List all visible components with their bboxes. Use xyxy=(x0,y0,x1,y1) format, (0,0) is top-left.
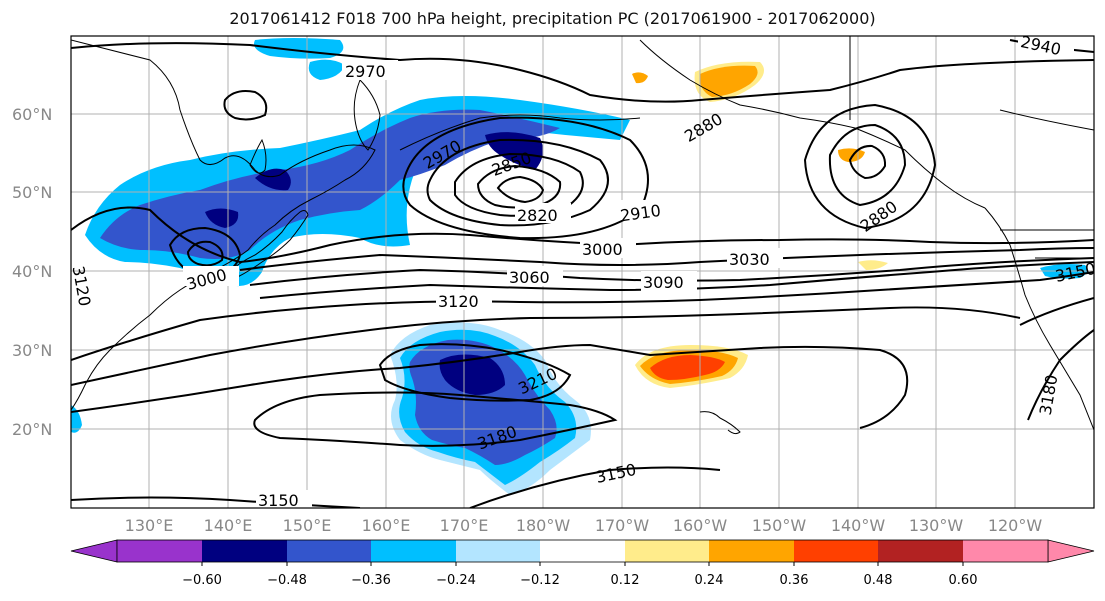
colorbar-segment-9 xyxy=(878,540,963,562)
contour-label-2970-a: 2970 xyxy=(345,62,386,81)
lon-label-140w: 140°W xyxy=(831,516,886,535)
lat-label-60: 60°N xyxy=(12,105,52,124)
contour-gulf-low-2 xyxy=(803,103,937,230)
lon-label-160e: 160°E xyxy=(362,516,411,535)
coast-hawaii xyxy=(699,411,741,435)
contour-label-3000-a: 3000 xyxy=(582,240,623,259)
contour-label-3090: 3090 xyxy=(643,273,684,292)
contour-label-3150-b: 3150 xyxy=(258,491,299,510)
colorbar-tick-1: −0.48 xyxy=(267,573,307,588)
lon-label-180w: 180°W xyxy=(516,516,571,535)
contour-gulf-low xyxy=(828,123,907,207)
lon-label-120w: 120°W xyxy=(988,516,1043,535)
colorbar-tick-7: 0.36 xyxy=(780,573,809,588)
lon-label-140e: 140°E xyxy=(204,516,253,535)
coast-japan xyxy=(224,210,309,281)
coast-kamchatka xyxy=(353,79,381,151)
colorbar-segment-10 xyxy=(963,540,1048,562)
lon-label-170e: 170°E xyxy=(440,516,489,535)
coast-aleutians xyxy=(399,114,641,151)
contour-main-low-4 xyxy=(496,175,545,204)
colorbar-segment-1 xyxy=(202,540,287,562)
contour-3180-b xyxy=(253,391,618,447)
colorbar-tick-marks xyxy=(201,562,964,566)
contour-label-3060: 3060 xyxy=(509,268,550,287)
colorbar-segment-0 xyxy=(117,540,202,562)
lon-label-130w: 130°W xyxy=(909,516,964,535)
precip-fill-negative xyxy=(71,38,1088,495)
contour-3150-a xyxy=(71,306,1021,386)
colorbar-tick-4: −0.12 xyxy=(520,573,560,588)
contour-3210 xyxy=(378,343,572,402)
colorbar-tick-6: 0.24 xyxy=(695,573,724,588)
figure-title: 2017061412 F018 700 hPa height, precipit… xyxy=(229,9,876,28)
colorbar-tick-labels: −0.60 −0.48 −0.36 −0.24 −0.12 0.12 0.24 … xyxy=(182,573,977,588)
coast-canada xyxy=(849,36,1094,131)
contour-3180-a xyxy=(71,343,909,429)
precip-core-west-2 xyxy=(205,208,239,228)
colorbar-segment-8 xyxy=(794,540,878,562)
colorbar-frame xyxy=(116,539,1049,563)
contour-3030 xyxy=(239,247,1094,271)
precip-east-yellow xyxy=(858,260,888,270)
colorbar: −0.60 −0.48 −0.36 −0.24 −0.12 0.12 0.24 … xyxy=(70,539,1095,588)
coast-asia xyxy=(71,39,376,411)
contour-3000 xyxy=(71,206,1094,264)
precip-alaska-spot xyxy=(632,72,648,84)
precip-core-north xyxy=(485,132,544,170)
contour-label-3120-b: 3120 xyxy=(69,264,95,307)
precip-alaska-core xyxy=(699,65,758,97)
coast-alaska xyxy=(639,39,986,209)
colorbar-segment-3 xyxy=(371,540,456,562)
colorbar-min-arrow xyxy=(70,539,118,563)
colorbar-tick-9: 0.60 xyxy=(949,573,978,588)
coastlines xyxy=(71,36,1094,435)
contour-label-3120-a: 3120 xyxy=(438,292,479,311)
colorbar-max-arrow xyxy=(1047,539,1095,563)
lat-label-50: 50°N xyxy=(12,183,52,202)
precip-north-top-2 xyxy=(308,59,345,80)
colorbar-segment-2 xyxy=(287,540,371,562)
lat-label-20: 20°N xyxy=(12,420,52,439)
colorbar-segment-6 xyxy=(625,540,709,562)
colorbar-segment-5 xyxy=(540,540,625,562)
contour-low-north xyxy=(223,90,268,121)
colorbar-tick-3: −0.24 xyxy=(436,573,476,588)
contour-3150-b xyxy=(71,297,1094,508)
colorbar-segment-4 xyxy=(456,540,540,562)
height-contours xyxy=(71,39,1094,508)
contour-main-low-2 xyxy=(454,152,584,217)
contour-main-low-3 xyxy=(476,164,562,209)
contour-3180-c xyxy=(1027,329,1094,421)
precip-subtropical-core xyxy=(439,354,505,395)
lon-label-170w: 170°W xyxy=(595,516,650,535)
colorbar-tick-2: −0.36 xyxy=(351,573,391,588)
lon-label-160w: 160°W xyxy=(673,516,728,535)
lon-label-130e: 130°E xyxy=(125,516,174,535)
contour-2970-north xyxy=(71,42,1094,103)
colorbar-tick-5: 0.12 xyxy=(611,573,640,588)
colorbar-tick-8: 0.48 xyxy=(864,573,893,588)
latitude-labels: 60°N 50°N 40°N 30°N 20°N xyxy=(12,105,52,439)
colorbar-tick-0: −0.60 xyxy=(182,573,222,588)
lat-label-30: 30°N xyxy=(12,341,52,360)
contour-label-3030: 3030 xyxy=(729,250,770,269)
contour-3120 xyxy=(71,271,1094,361)
contour-label-2820: 2820 xyxy=(517,206,558,225)
longitude-labels: 130°E 140°E 150°E 160°E 170°E 180°W 170°… xyxy=(125,516,1043,535)
coast-sakhalin xyxy=(249,138,267,174)
colorbar-segment-7 xyxy=(709,540,794,562)
precip-hawaii-core xyxy=(650,355,725,380)
lon-label-150e: 150°E xyxy=(283,516,332,535)
coast-north-america xyxy=(984,207,1094,431)
map-frame xyxy=(70,35,1095,509)
lat-label-40: 40°N xyxy=(12,262,52,281)
contour-gulf-low-3 xyxy=(848,144,887,180)
contour-low-west-2 xyxy=(186,240,224,267)
lon-label-150w: 150°W xyxy=(752,516,807,535)
contour-main-low-1 xyxy=(426,138,609,227)
